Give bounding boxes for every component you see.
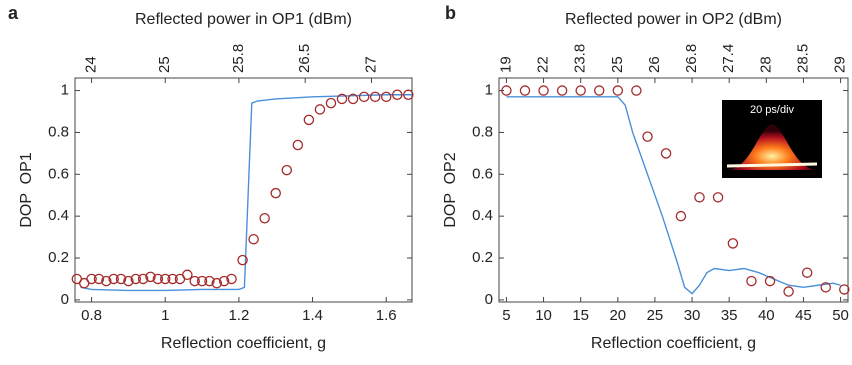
x-tick-label: 20 xyxy=(609,307,626,324)
inset-image: 20 ps/div xyxy=(722,100,822,178)
x2-tick-label: 26.8 xyxy=(683,44,700,73)
inset-label: 20 ps/div xyxy=(750,104,795,116)
point xyxy=(539,86,548,95)
point xyxy=(360,92,369,101)
x2-tick-label: 27 xyxy=(362,56,379,73)
x-tick-label: 0.8 xyxy=(81,307,102,324)
y-tick-label: 1 xyxy=(61,82,69,99)
point xyxy=(315,105,324,114)
point xyxy=(520,86,529,95)
point xyxy=(371,92,380,101)
x-tick-label: 40 xyxy=(758,307,775,324)
x-tick-label: 25 xyxy=(647,307,664,324)
y-tick-label: 0.8 xyxy=(48,123,69,140)
x2-tick-label: 24 xyxy=(83,56,100,73)
x-tick-label: 1.6 xyxy=(376,307,397,324)
point xyxy=(326,99,335,108)
point xyxy=(293,140,302,149)
point xyxy=(728,239,737,248)
x-tick-label: 1 xyxy=(161,307,169,324)
x-tick-label: 35 xyxy=(721,307,738,324)
x2-tick-label: 28 xyxy=(757,56,774,73)
inset-trace xyxy=(727,164,817,166)
x-axis-title: Reflection coefficient, g xyxy=(161,335,326,352)
point xyxy=(695,193,704,202)
x-axis-title: Reflection coefficient, g xyxy=(591,335,756,352)
x2-tick-label: 22 xyxy=(535,56,552,73)
x2-tick-label: 25 xyxy=(156,56,173,73)
x2-tick-label: 28.5 xyxy=(794,44,811,73)
x2-tick-label: 19 xyxy=(497,56,514,73)
panel-label: b xyxy=(445,3,456,23)
x-tick-label: 5 xyxy=(502,307,510,324)
point xyxy=(713,193,722,202)
y-tick-label: 0.6 xyxy=(48,165,69,182)
y-tick-label: 0.2 xyxy=(472,249,493,266)
point xyxy=(632,86,641,95)
point xyxy=(803,268,812,277)
point xyxy=(613,86,622,95)
y-tick-label: 0 xyxy=(485,291,493,308)
line xyxy=(81,95,412,291)
y-tick-label: 1 xyxy=(485,82,493,99)
x2-tick-label: 25.8 xyxy=(230,44,247,73)
point xyxy=(676,212,685,221)
x-tick-label: 30 xyxy=(684,307,701,324)
x2-tick-label: 25 xyxy=(609,56,626,73)
y-tick-label: 0.6 xyxy=(472,165,493,182)
point xyxy=(661,149,670,158)
figure: a b 20 ps/div 0.8 1 1.2 1.4 1.6 0 0.2 0.4 0.6 0.8… xyxy=(0,0,852,365)
x2-tick-label: 26 xyxy=(646,56,663,73)
x-tick-label: 15 xyxy=(572,307,589,324)
x-tick-label: 45 xyxy=(795,307,812,324)
y-tick-label: 0 xyxy=(61,291,69,308)
point xyxy=(576,86,585,95)
point xyxy=(249,235,258,244)
x2-tick-label: 29 xyxy=(832,56,849,73)
point xyxy=(382,92,391,101)
x-tick-label: 50 xyxy=(832,307,849,324)
x-tick-label: 10 xyxy=(535,307,552,324)
y-axis-title: DOP OP1 xyxy=(18,152,35,227)
x2-tick-label: 27.4 xyxy=(720,44,737,73)
x-tick-label: 1.4 xyxy=(302,307,323,324)
x2-axis-title: Reflected power in OP2 (dBm) xyxy=(565,11,782,28)
y-axis-title: DOP OP2 xyxy=(442,152,459,227)
point xyxy=(260,214,269,223)
point xyxy=(747,276,756,285)
x2-tick-label: 23.8 xyxy=(572,44,589,73)
point xyxy=(558,86,567,95)
y-tick-label: 0.4 xyxy=(48,207,69,224)
point xyxy=(595,86,604,95)
point xyxy=(643,132,652,141)
point xyxy=(282,166,291,175)
x2-axis-title: Reflected power in OP1 (dBm) xyxy=(135,11,352,28)
x-tick-label: 1.2 xyxy=(228,307,249,324)
point xyxy=(304,115,313,124)
y-tick-label: 0.4 xyxy=(472,207,493,224)
y-tick-label: 0.2 xyxy=(48,249,69,266)
x2-tick-label: 26.5 xyxy=(296,44,313,73)
point xyxy=(784,287,793,296)
point xyxy=(271,189,280,198)
plot-frame xyxy=(75,78,412,302)
panel-label: a xyxy=(8,3,19,23)
y-tick-label: 0.8 xyxy=(472,123,493,140)
